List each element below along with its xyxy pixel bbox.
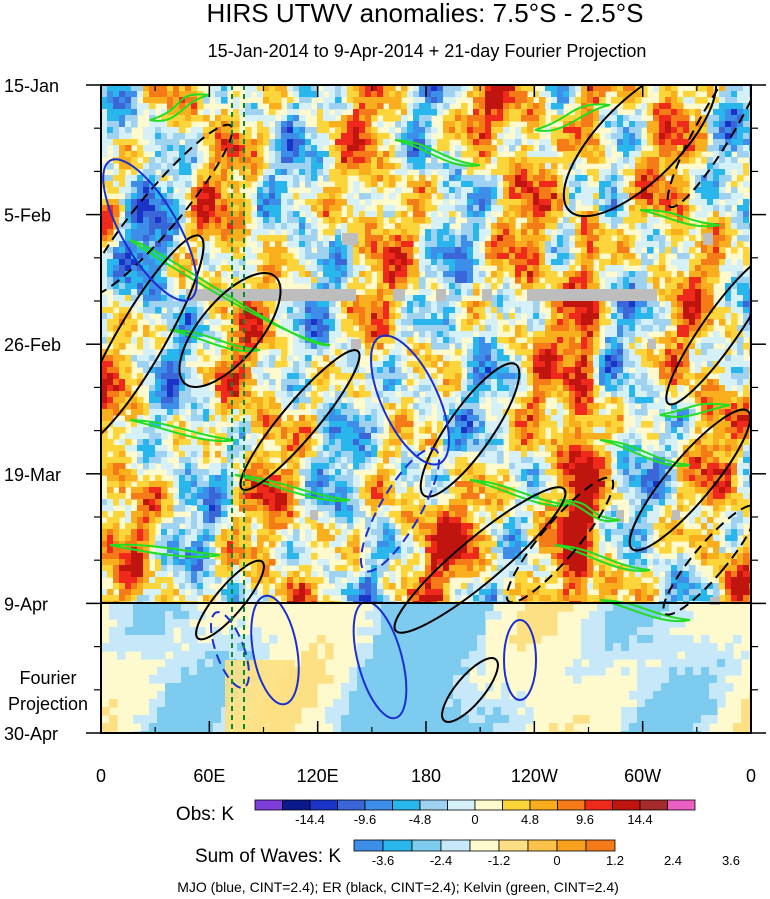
colorbar-swatch (557, 799, 586, 811)
colorbar-tick-label: 0 (553, 853, 560, 868)
y-tick-label: 5-Feb (4, 206, 51, 226)
x-tick-label: 0 (96, 766, 106, 786)
chart-title: HIRS UTWV anomalies: 7.5°S - 2.5°S (207, 0, 644, 28)
x-tick-label: 120E (297, 766, 339, 786)
projection-label-line2: Projection (8, 694, 88, 714)
colorbar-swatch (667, 799, 696, 811)
colorbar-swatch (254, 799, 283, 811)
colorbar-swatch (585, 839, 616, 852)
y-tick-label: 15-Jan (4, 76, 59, 96)
colorbar-swatch (353, 839, 384, 852)
colorbar-swatch (469, 839, 500, 852)
colorbar-tick-label: -4.8 (409, 812, 431, 827)
x-tick-label: 180 (411, 766, 441, 786)
colorbar-tick-label: -2.4 (430, 853, 452, 868)
colorbar-swatch (440, 839, 471, 852)
colorbar-swatch (527, 839, 558, 852)
colorbar-label: Obs: K (176, 804, 234, 825)
colorbar-swatch (612, 799, 641, 811)
colorbar-swatch (447, 799, 476, 811)
y-tick-label: 19-Mar (4, 465, 61, 485)
y-axis: 15-Jan 5-Feb 26-Feb 19-Mar 9-Apr 30-Apr (4, 76, 766, 744)
missing-data-patches (186, 233, 720, 605)
colorbar-swatch (474, 799, 503, 811)
colorbar-swatch (309, 799, 338, 811)
colorbar-swatch (529, 799, 558, 811)
colorbar-swatch (584, 799, 613, 811)
colorbar-tick-label: 14.4 (627, 812, 652, 827)
waves-colorbar: Sum of Waves: K -3.6 -2.4 -1.2 0 1.2 2.4 3.6 (195, 839, 740, 868)
x-tick-label: 60W (624, 766, 661, 786)
legend-footer: MJO (blue, CINT=2.4); ER (black, CINT=2.… (177, 879, 619, 895)
colorbar-swatch (337, 799, 366, 811)
y-tick-label: 30-Apr (4, 724, 58, 744)
x-tick-label: 60E (193, 766, 225, 786)
colorbar-swatch (382, 839, 413, 852)
colorbar-swatch (556, 839, 587, 852)
colorbar-swatch (364, 799, 393, 811)
y-tick-label: 9-Apr (4, 594, 48, 614)
colorbar-tick-label: 4.8 (521, 812, 539, 827)
colorbar-label: Sum of Waves: K (195, 846, 341, 867)
colorbar-swatch (282, 799, 311, 811)
colorbar-swatch (498, 839, 529, 852)
x-tick-label: 0 (746, 766, 756, 786)
colorbar-swatch (392, 799, 421, 811)
colorbar-swatch (639, 799, 668, 811)
y-tick-label: 26-Feb (4, 335, 61, 355)
er-contours (101, 85, 751, 723)
longitude-marker-lines (231, 85, 245, 733)
colorbar-tick-label: 0 (471, 812, 478, 827)
colorbar-swatch (502, 799, 531, 811)
colorbar-tick-label: 2.4 (664, 853, 682, 868)
colorbar-swatch (419, 799, 448, 811)
chart-subtitle: 15-Jan-2014 to 9-Apr-2014 + 21-day Fouri… (208, 41, 647, 61)
plot-area (101, 85, 751, 733)
colorbar-tick-label: -1.2 (488, 853, 510, 868)
colorbar-tick-label: 3.6 (722, 853, 740, 868)
colorbar-tick-label: -9.6 (354, 812, 376, 827)
colorbar-swatch (411, 839, 442, 852)
obs-colorbar: Obs: K -14.4 -9.6 -4.8 0 4.8 9.6 14.4 (176, 799, 696, 827)
projection-label-line1: Fourier (19, 668, 76, 688)
colorbar-tick-label: -14.4 (295, 812, 325, 827)
observed-anomaly-field (101, 85, 751, 608)
colorbar-tick-label: -3.6 (372, 853, 394, 868)
x-tick-label: 120W (511, 766, 558, 786)
colorbar-tick-label: 9.6 (576, 812, 594, 827)
colorbar-tick-label: 1.2 (606, 853, 624, 868)
x-axis: 0 60E 120E 180 120W 60W 0 (96, 85, 756, 786)
